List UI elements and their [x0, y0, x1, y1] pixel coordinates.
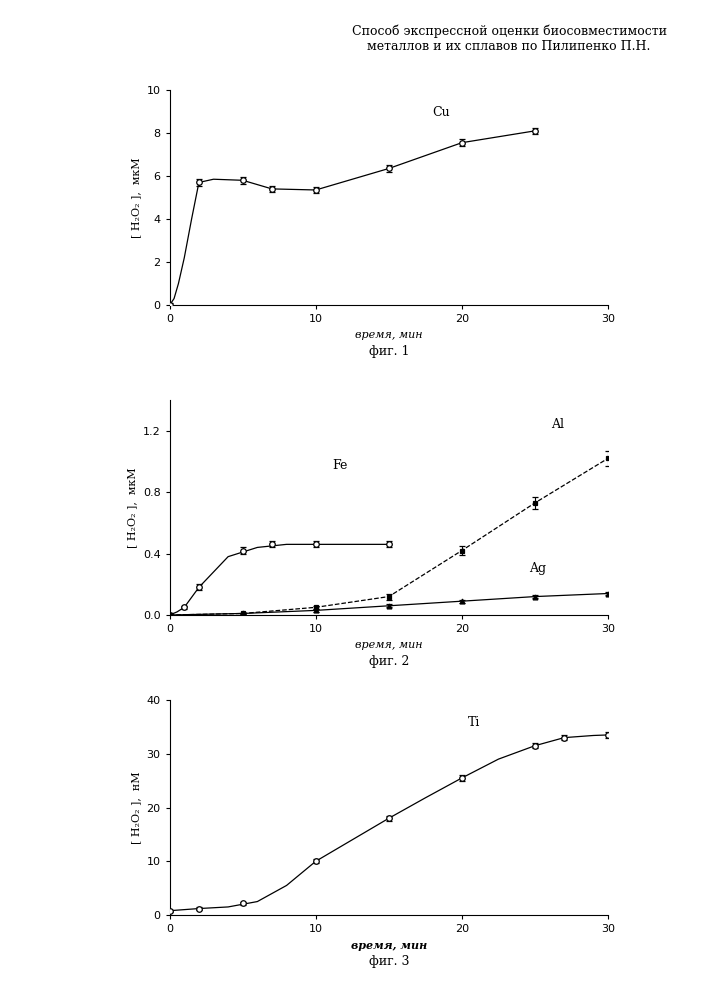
Text: Способ экспрессной оценки биосовместимости
металлов и их сплавов по Пилипенко П.: Способ экспрессной оценки биосовместимос…	[351, 25, 667, 53]
Text: Ti: Ti	[468, 716, 480, 729]
Y-axis label: [ H₂O₂ ],  мкМ: [ H₂O₂ ], мкМ	[127, 467, 137, 548]
Text: Ag: Ag	[529, 562, 547, 575]
Y-axis label: [ H₂O₂ ],  нМ: [ H₂O₂ ], нМ	[131, 771, 141, 844]
Text: фиг. 3: фиг. 3	[368, 955, 409, 968]
Text: фиг. 1: фиг. 1	[368, 345, 409, 358]
Text: фиг. 2: фиг. 2	[368, 655, 409, 668]
Text: Al: Al	[551, 418, 564, 431]
X-axis label: время, мин: время, мин	[355, 640, 423, 650]
X-axis label: время, мин: время, мин	[351, 940, 427, 951]
Y-axis label: [ H₂O₂ ],  мкМ: [ H₂O₂ ], мкМ	[131, 157, 141, 238]
Text: Fe: Fe	[332, 459, 347, 472]
Text: Cu: Cu	[433, 106, 450, 119]
X-axis label: время, мин: время, мин	[355, 330, 423, 340]
